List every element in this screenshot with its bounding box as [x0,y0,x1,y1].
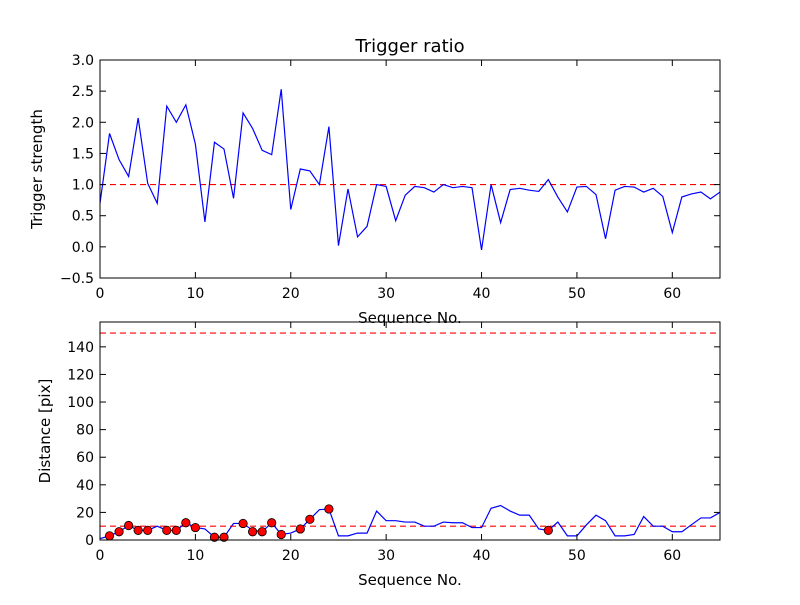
x-tick-label: 50 [568,286,586,302]
x-tick-label: 50 [568,548,586,564]
y-tick-label: 3.0 [72,53,94,69]
x-tick-label: 0 [96,286,105,302]
x-tick-label: 20 [282,286,300,302]
trigger-tick-layer: 0 10 20 30 40 50 60 −0.5 0.0 0.5 1.0 1.5 2.0 2.5 3.0 [60,53,720,302]
data-point [305,514,315,524]
distance-data-layer [100,332,720,542]
data-point [190,522,200,533]
x-axis-label: Sequence No. [358,309,462,327]
y-tick-label: 20 [76,505,94,521]
x-axis-label: Sequence No. [358,571,462,589]
data-point [181,518,191,528]
data-point [295,524,305,534]
x-tick-label: 40 [473,548,491,564]
y-axis-label: Trigger strength [28,109,46,230]
y-tick-label: 120 [67,367,94,383]
distance-panel: 0 10 20 30 40 50 60 0 20 40 60 80 100 120 140 Sequence… [36,321,721,589]
series-line-0 [100,89,720,251]
y-tick-label: 0 [85,533,94,549]
data-point [133,525,143,535]
y-tick-label: 60 [76,450,94,466]
y-tick-label: 1.0 [72,178,94,194]
y-tick-label: 0.5 [72,209,94,225]
chart-title: Trigger ratio [354,36,464,57]
x-tick-label: 60 [663,286,681,302]
trigger-data-layer [100,89,720,251]
x-tick-label: 60 [663,548,681,564]
data-point [324,504,334,514]
y-tick-label: 1.5 [72,146,94,162]
y-tick-label: 2.0 [72,115,94,131]
y-tick-label: 0.0 [72,240,94,256]
x-tick-label: 20 [282,548,300,564]
y-axis-label: Distance [pix] [36,379,54,484]
x-tick-label: 30 [377,286,395,302]
data-point [219,532,229,542]
series-line-0 [100,504,720,540]
x-tick-label: 10 [186,548,204,564]
data-point [114,527,124,537]
x-tick-label: 40 [473,286,491,302]
data-point [209,532,220,542]
data-point [171,525,181,535]
data-point [104,531,115,541]
distance-plot-frame [99,321,721,541]
y-tick-label: 40 [76,478,94,494]
x-tick-label: 30 [377,548,395,564]
x-tick-label: 10 [186,286,204,302]
data-point [124,520,134,531]
data-point [248,527,258,537]
data-point [267,518,277,528]
data-point [276,529,286,540]
trigger-ratio-panel: Trigger ratio 0 10 20 30 40 50 60 −0.5 0.0 0.5 1.0… [28,36,721,327]
y-tick-label: 140 [67,340,94,356]
data-point [162,525,172,535]
y-tick-label: 100 [67,395,94,411]
data-point [257,527,267,537]
y-tick-label: −0.5 [60,271,94,287]
trigger-plot-frame [99,59,721,279]
x-tick-label: 0 [96,548,105,564]
data-point [238,518,248,529]
data-point [143,525,153,535]
y-tick-label: 80 [76,423,94,439]
data-point [543,525,553,535]
y-tick-label: 2.5 [72,84,94,100]
distance-tick-layer: 0 10 20 30 40 50 60 0 20 40 60 80 100 120 140 [67,322,720,564]
